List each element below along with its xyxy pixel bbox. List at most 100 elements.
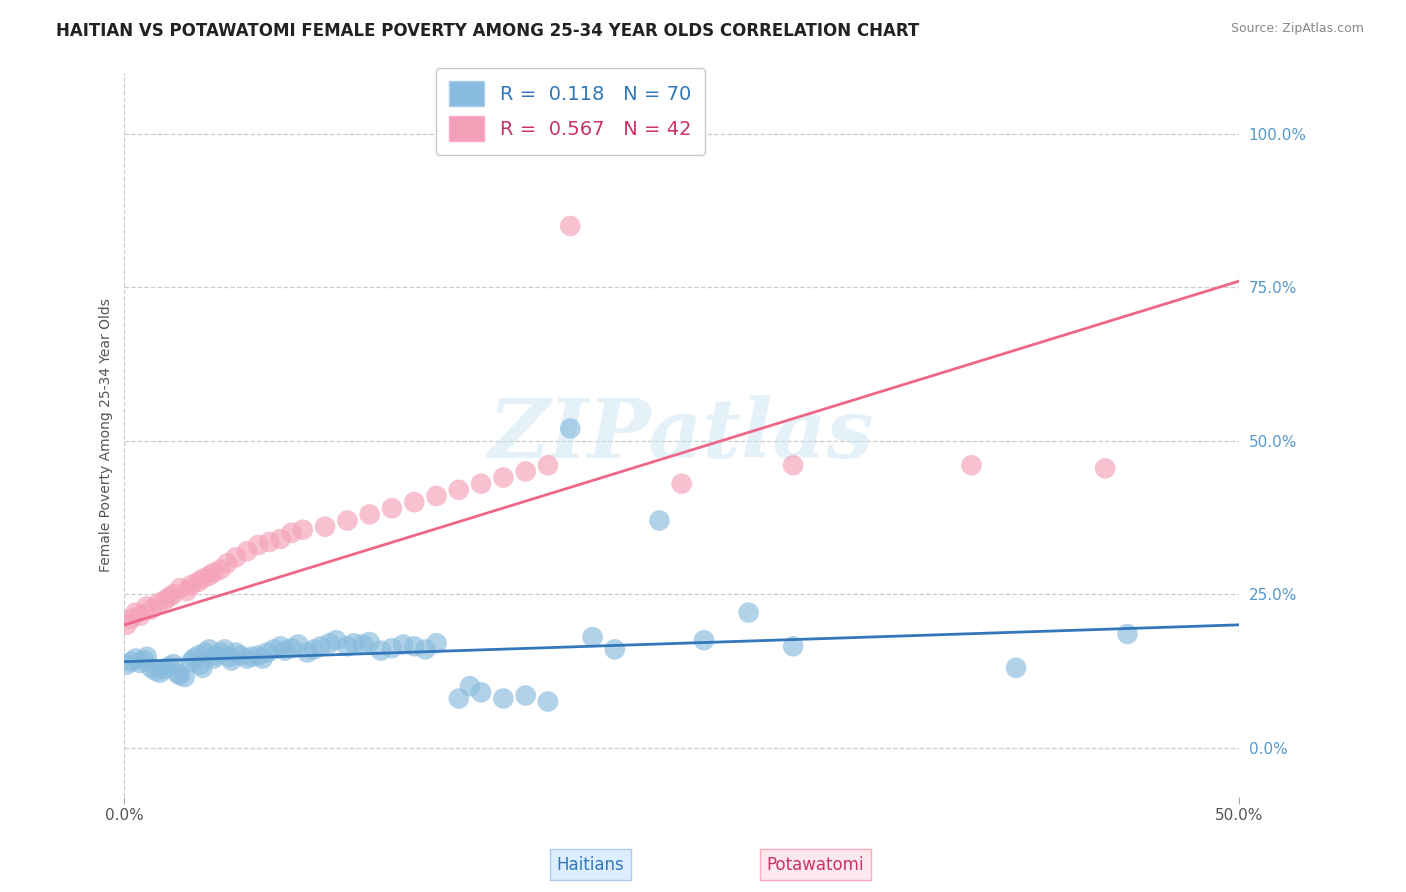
Point	[325, 633, 347, 648]
Point	[782, 640, 804, 654]
Point	[240, 649, 263, 664]
Point	[269, 532, 291, 546]
Point	[214, 642, 236, 657]
Point	[297, 645, 319, 659]
Point	[115, 657, 138, 672]
Point	[352, 638, 374, 652]
Point	[194, 645, 217, 659]
Point	[782, 458, 804, 473]
Point	[693, 633, 716, 648]
Point	[183, 651, 205, 665]
Point	[162, 657, 184, 672]
Point	[153, 593, 176, 607]
Text: ZIPatlas: ZIPatlas	[489, 394, 875, 475]
Point	[256, 645, 278, 659]
Point	[149, 665, 172, 680]
Point	[129, 608, 152, 623]
Point	[381, 641, 404, 656]
Point	[314, 519, 336, 533]
Point	[280, 525, 302, 540]
Point	[205, 648, 228, 663]
Point	[153, 662, 176, 676]
Point	[263, 642, 285, 657]
Point	[229, 648, 252, 663]
Point	[603, 642, 626, 657]
Point	[458, 679, 481, 693]
Point	[236, 651, 259, 665]
Point	[560, 421, 582, 435]
Point	[157, 659, 180, 673]
Point	[167, 667, 190, 681]
Point	[291, 523, 314, 537]
Point	[225, 645, 247, 659]
Point	[560, 219, 582, 233]
Point	[202, 566, 225, 580]
Point	[404, 640, 426, 654]
Point	[404, 495, 426, 509]
Point	[134, 653, 156, 667]
Point	[318, 636, 340, 650]
Point	[392, 638, 415, 652]
Point	[359, 508, 381, 522]
Point	[198, 568, 221, 582]
Text: HAITIAN VS POTAWATOMI FEMALE POVERTY AMONG 25-34 YEAR OLDS CORRELATION CHART: HAITIAN VS POTAWATOMI FEMALE POVERTY AMO…	[56, 22, 920, 40]
Point	[447, 483, 470, 497]
Point	[247, 538, 270, 552]
Point	[188, 657, 211, 672]
Legend: R =  0.118   N = 70, R =  0.567   N = 42: R = 0.118 N = 70, R = 0.567 N = 42	[436, 68, 704, 154]
Point	[141, 602, 163, 616]
Point	[336, 514, 359, 528]
Point	[648, 514, 671, 528]
Point	[425, 636, 447, 650]
Point	[252, 651, 274, 665]
Point	[515, 465, 537, 479]
Point	[215, 557, 238, 571]
Point	[309, 640, 332, 654]
Y-axis label: Female Poverty Among 25-34 Year Olds: Female Poverty Among 25-34 Year Olds	[100, 298, 114, 572]
Point	[671, 476, 693, 491]
Point	[225, 550, 247, 565]
Point	[202, 651, 225, 665]
Point	[470, 685, 492, 699]
Point	[447, 691, 470, 706]
Point	[425, 489, 447, 503]
Point	[247, 648, 270, 663]
Point	[176, 584, 198, 599]
Point	[124, 651, 146, 665]
Point	[1094, 461, 1116, 475]
Point	[135, 649, 157, 664]
Point	[187, 574, 209, 589]
Point	[141, 661, 163, 675]
Point	[162, 587, 184, 601]
Point	[191, 661, 214, 675]
Point	[129, 656, 152, 670]
Point	[120, 655, 142, 669]
Point	[492, 691, 515, 706]
Point	[236, 544, 259, 558]
Point	[581, 630, 603, 644]
Point	[960, 458, 983, 473]
Point	[209, 645, 232, 659]
Point	[157, 591, 180, 605]
Point	[146, 596, 169, 610]
Point	[381, 501, 404, 516]
Point	[537, 458, 560, 473]
Point	[124, 606, 146, 620]
Point	[221, 653, 243, 667]
Point	[280, 641, 302, 656]
Point	[470, 476, 492, 491]
Point	[180, 578, 202, 592]
Point	[218, 649, 240, 664]
Point	[492, 470, 515, 484]
Point	[115, 617, 138, 632]
Point	[259, 535, 281, 549]
Text: Source: ZipAtlas.com: Source: ZipAtlas.com	[1230, 22, 1364, 36]
Point	[737, 606, 759, 620]
Point	[120, 612, 142, 626]
Point	[135, 599, 157, 614]
Point	[173, 670, 195, 684]
Point	[1116, 627, 1139, 641]
Point	[302, 642, 325, 657]
Point	[269, 640, 291, 654]
Point	[180, 655, 202, 669]
